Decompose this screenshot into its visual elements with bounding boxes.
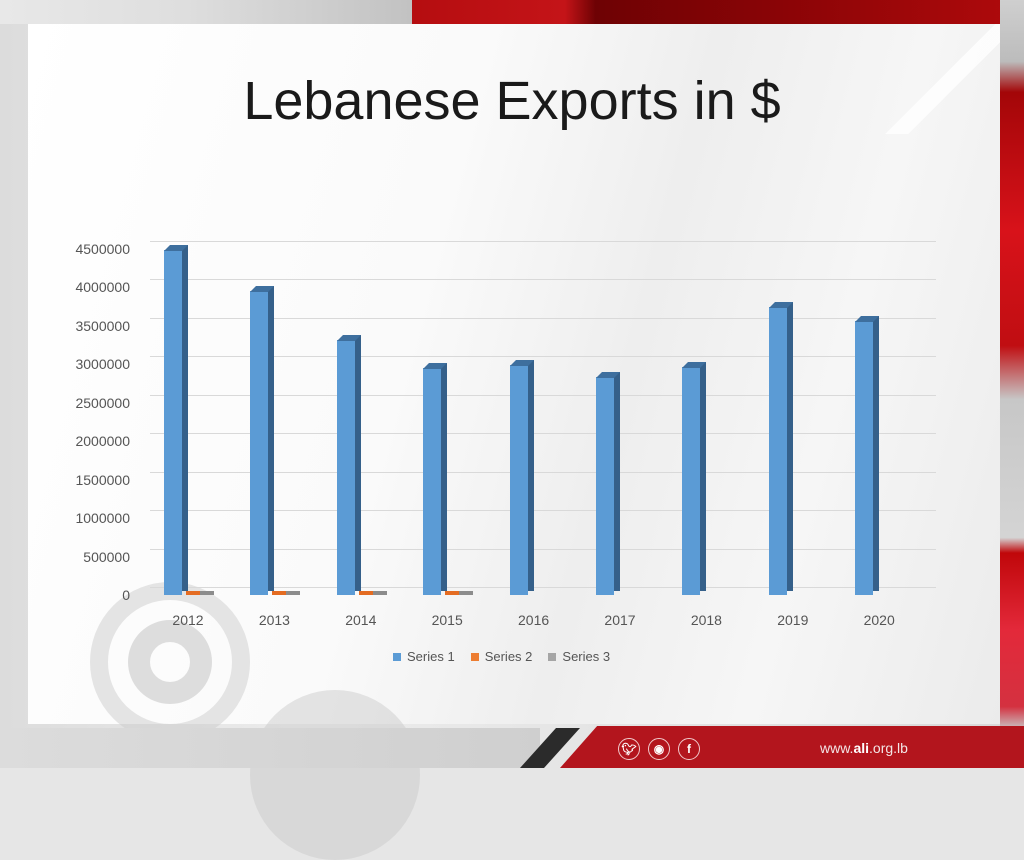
legend-label: Series 3 bbox=[562, 649, 611, 664]
bar-side bbox=[873, 316, 880, 591]
bar-series1 bbox=[855, 321, 874, 595]
x-axis-tick-label: 2020 bbox=[863, 612, 895, 628]
gridline bbox=[150, 279, 936, 281]
legend-item: Series 2 bbox=[470, 649, 533, 664]
bar-series2 bbox=[445, 591, 462, 595]
legend-item: Series 1 bbox=[393, 649, 455, 664]
x-axis-tick-label: 2013 bbox=[258, 612, 290, 628]
facebook-icon[interactable]: f bbox=[678, 738, 700, 760]
y-axis-tick-label: 1000000 bbox=[75, 510, 130, 527]
twitter-icon[interactable]: 🐦︎ bbox=[618, 738, 640, 760]
x-axis-tick-label: 2014 bbox=[345, 612, 377, 628]
legend-label: Series 2 bbox=[484, 649, 533, 664]
x-axis-tick-label: 2016 bbox=[518, 612, 550, 628]
chart-legend: Series 1 Series 2 Series 3 bbox=[393, 649, 610, 664]
gridline bbox=[150, 241, 936, 242]
bar-side bbox=[182, 244, 188, 591]
gridline bbox=[150, 510, 936, 512]
bar-series3 bbox=[459, 591, 474, 595]
y-axis-tick-label: 3500000 bbox=[75, 317, 130, 334]
bar-series1 bbox=[768, 307, 787, 595]
bar-series1 bbox=[164, 249, 182, 595]
bar-series3 bbox=[372, 591, 387, 595]
top-band-red bbox=[412, 0, 1024, 24]
y-axis-tick-label: 4000000 bbox=[75, 279, 130, 296]
gridline bbox=[150, 587, 936, 588]
legend-swatch bbox=[470, 652, 479, 661]
bar-side bbox=[700, 362, 707, 591]
y-axis-tick-label: 2000000 bbox=[75, 433, 130, 450]
instagram-icon[interactable]: ◉ bbox=[648, 738, 670, 760]
right-decor-strip bbox=[1000, 0, 1024, 768]
footer-grey bbox=[0, 728, 540, 768]
bar-chart: 0 500000 1000000 1500000 2000000 2500000 30000… bbox=[75, 241, 936, 628]
legend-item: Series 3 bbox=[548, 649, 610, 664]
bar-series1 bbox=[682, 367, 701, 595]
bar-series1 bbox=[423, 368, 442, 595]
bar-series2 bbox=[272, 591, 289, 595]
x-axis-tick-label: 2018 bbox=[690, 612, 722, 628]
website-link[interactable]: www.ali.org.lb bbox=[820, 740, 908, 756]
gridline bbox=[150, 394, 936, 396]
bar-side bbox=[786, 302, 793, 591]
y-axis-tick-label: 1500000 bbox=[75, 471, 130, 488]
bar-series2 bbox=[358, 591, 375, 595]
bar-side bbox=[268, 286, 275, 591]
bar-series3 bbox=[286, 591, 301, 595]
y-axis-tick-label: 4500000 bbox=[75, 241, 130, 257]
x-axis-tick-label: 2017 bbox=[604, 612, 636, 628]
x-axis-tick-label: 2015 bbox=[431, 612, 463, 628]
legend-swatch bbox=[393, 652, 401, 661]
bar-series2 bbox=[186, 591, 202, 595]
bar-series1 bbox=[596, 376, 614, 595]
legend-label: Series 1 bbox=[407, 649, 455, 664]
y-axis-tick-label: 500000 bbox=[83, 548, 130, 565]
slide-title: Lebanese Exports in $ bbox=[243, 71, 781, 131]
bar-side bbox=[441, 363, 448, 591]
y-axis-tick-label: 3000000 bbox=[75, 356, 130, 373]
bar-series1 bbox=[250, 291, 269, 595]
bar-side bbox=[527, 360, 534, 591]
gridline bbox=[150, 356, 936, 358]
y-axis-tick-label: 2500000 bbox=[75, 394, 130, 411]
bar-series1 bbox=[336, 340, 355, 595]
gridline bbox=[150, 548, 936, 550]
bar-series1 bbox=[509, 365, 528, 595]
gridline bbox=[150, 317, 936, 319]
x-axis-tick-label: 2012 bbox=[172, 612, 204, 628]
gridline bbox=[150, 433, 936, 435]
bar-series3 bbox=[200, 591, 214, 595]
gridline bbox=[150, 471, 936, 473]
bar-side bbox=[354, 335, 361, 591]
y-axis-tick-label: 0 bbox=[122, 587, 130, 603]
top-band-grey bbox=[0, 0, 412, 24]
decor-diagonal bbox=[880, 24, 1000, 134]
bar-side bbox=[614, 371, 620, 591]
x-axis-tick-label: 2019 bbox=[777, 612, 809, 628]
legend-swatch bbox=[548, 652, 557, 661]
